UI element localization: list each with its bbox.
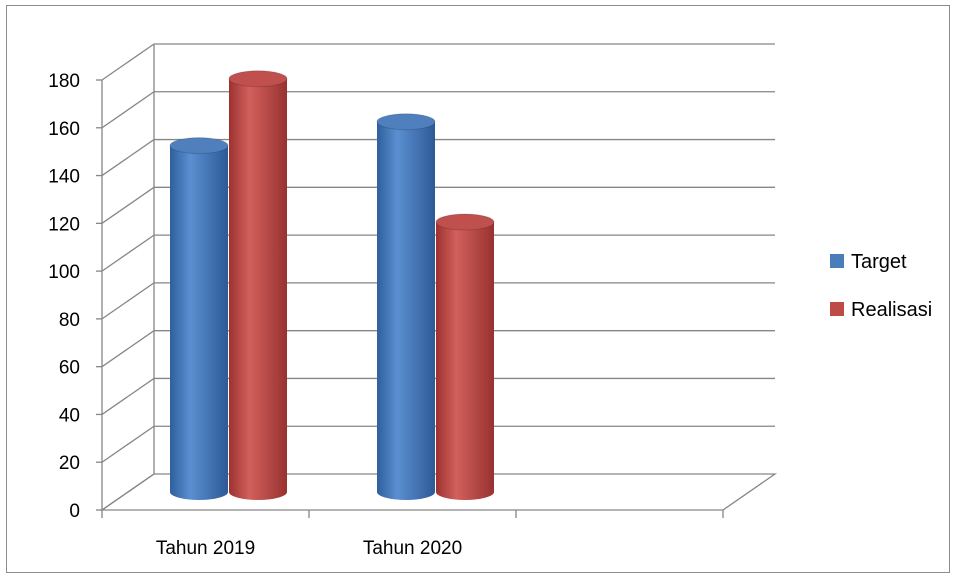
x-tick-label: Tahun 2020	[363, 538, 462, 559]
legend-swatch-target	[830, 254, 844, 268]
y-tick-label: 80	[59, 310, 80, 331]
bar-cap	[435, 213, 495, 231]
gridline-depth	[101, 330, 155, 368]
bar-body	[436, 222, 494, 501]
legend-swatch-realisasi	[830, 302, 844, 316]
y-tick-label: 0	[69, 501, 80, 522]
axes: 0 20 40 60 80 100 120 140 160 180 Tahun 2019 Tahun …	[48, 44, 778, 559]
gridline-depth	[101, 43, 155, 81]
gridline-depth	[101, 186, 155, 224]
y-tick-label: 60	[59, 358, 80, 379]
y-tick-label: 180	[48, 71, 80, 92]
gridline-depth	[101, 139, 155, 177]
x-tick-label: Tahun 2019	[156, 538, 255, 559]
bar-body	[170, 145, 228, 500]
bar-target-2	[376, 113, 436, 500]
bar-cap	[376, 113, 436, 131]
bar-cap	[169, 137, 229, 155]
bars	[169, 70, 495, 501]
y-tick-label: 120	[48, 214, 80, 235]
bar-realisasi-2	[435, 213, 495, 501]
bar-body	[377, 121, 435, 500]
bar-body	[229, 78, 287, 500]
legend: Target Realisasi	[830, 251, 932, 321]
y-tick-label: 100	[48, 262, 80, 283]
gridline-depth	[101, 91, 155, 129]
y-tick-label: 20	[59, 453, 80, 474]
gridline-depth	[101, 377, 155, 415]
legend-label-target: Target	[851, 251, 907, 273]
y-tick-label: 40	[59, 405, 80, 426]
y-tick-label: 160	[48, 119, 80, 140]
gridline-depth	[101, 282, 155, 320]
bar-realisasi-1	[228, 70, 288, 500]
bar-cap	[228, 70, 288, 88]
bar-target-1	[169, 137, 229, 500]
legend-label-realisasi: Realisasi	[851, 299, 932, 321]
gridline-depth	[101, 425, 155, 463]
y-tick-label: 140	[48, 167, 80, 188]
gridline-depth	[101, 234, 155, 272]
